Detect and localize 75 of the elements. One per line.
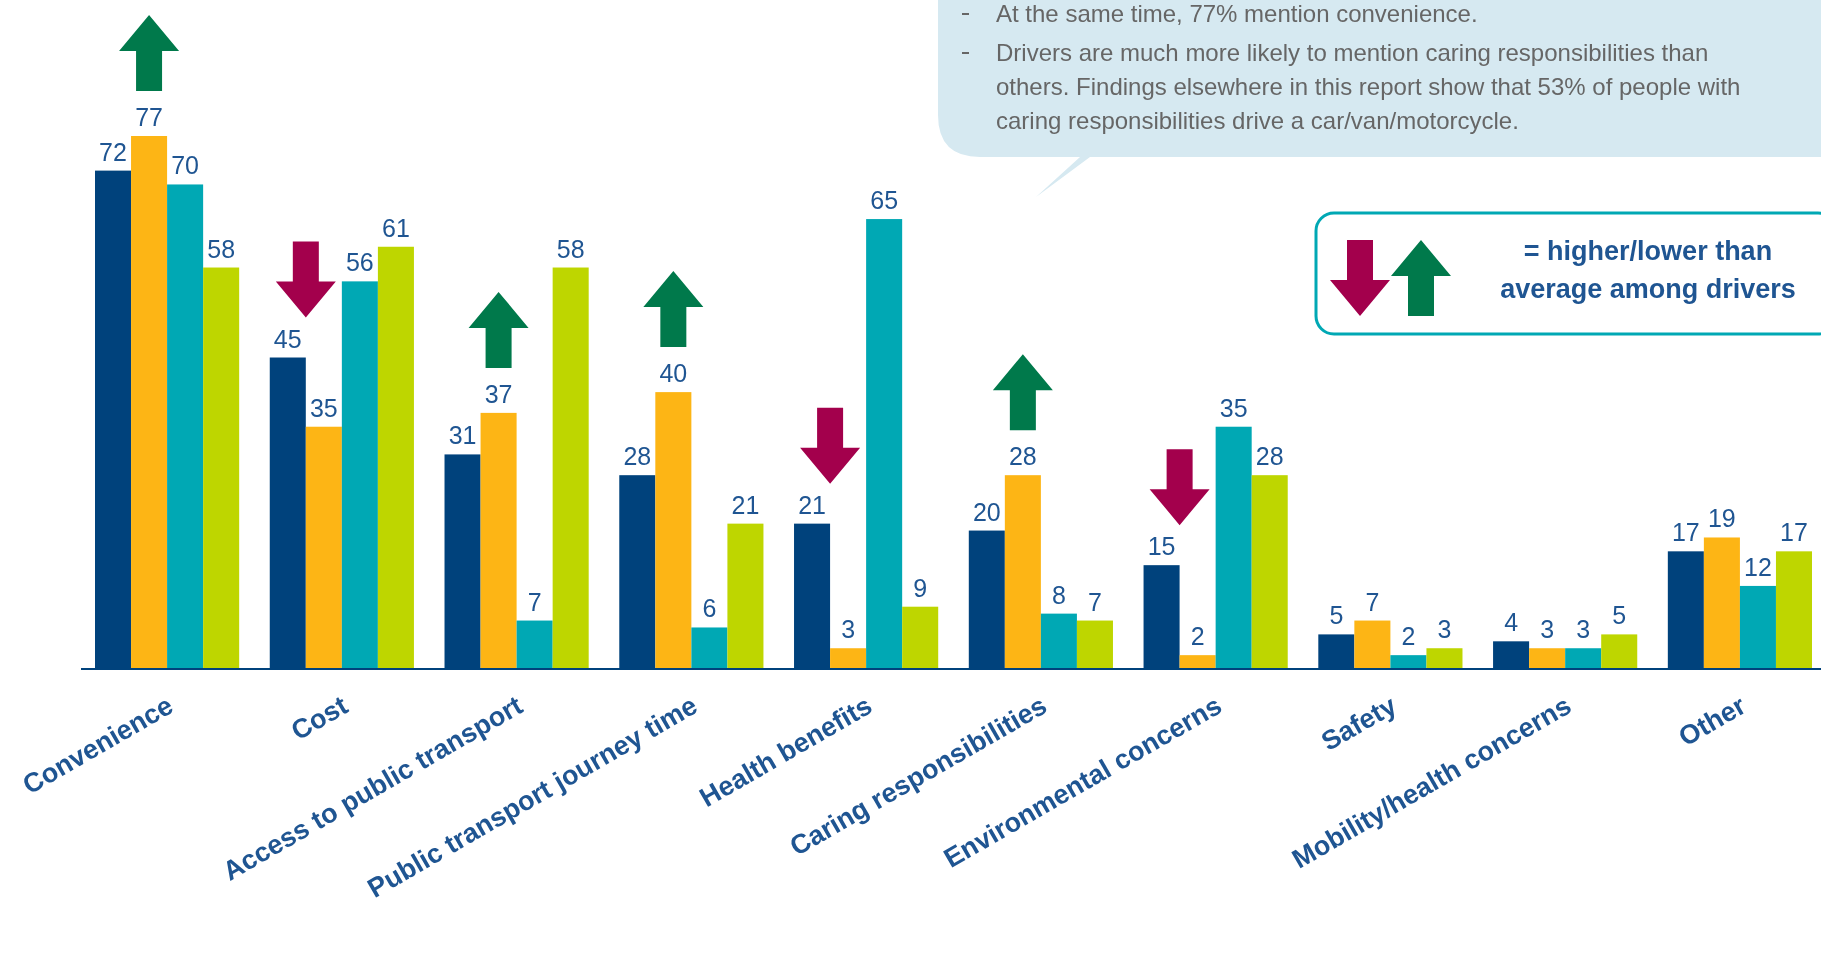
data-label: 45 [273, 324, 302, 353]
data-label: 70 [171, 151, 200, 180]
data-label: 17 [1780, 518, 1808, 547]
bar [830, 648, 867, 669]
data-label: 9 [913, 573, 928, 602]
data-label: 12 [1744, 552, 1772, 581]
bar [1703, 537, 1740, 669]
bar [131, 136, 168, 669]
bar [727, 523, 764, 669]
x-tick-label: Other [1673, 689, 1752, 753]
bar [691, 627, 728, 669]
data-label: 4 [1504, 608, 1519, 637]
data-label: 3 [1437, 615, 1452, 644]
data-label: 72 [99, 137, 127, 166]
data-label: 3 [841, 615, 856, 644]
bar [902, 606, 939, 669]
bar [655, 392, 692, 669]
bar [1251, 475, 1288, 669]
bar [377, 246, 414, 669]
bar [167, 184, 204, 669]
data-label: 3 [1576, 615, 1591, 644]
data-label: 40 [659, 359, 688, 388]
bar [1076, 620, 1113, 669]
data-label: 28 [623, 442, 652, 471]
data-label: 20 [972, 497, 1001, 526]
data-label: 6 [702, 594, 717, 623]
x-tick-label: Cost [285, 690, 353, 747]
data-label: 7 [1087, 587, 1102, 616]
bar [1040, 613, 1077, 669]
bar [1565, 648, 1602, 669]
bar [1215, 426, 1252, 669]
bar [1426, 648, 1463, 669]
data-label: 7 [527, 587, 542, 616]
data-label: 56 [345, 248, 374, 277]
bar [1739, 585, 1776, 669]
text: Drivers are much more likely to mention caring responsibilities than others. Findings elsewhere in this report show that 53% of people with caring responsibilities drive a car/van/motorcycle. [996, 39, 1741, 134]
data-label: 61 [382, 213, 410, 242]
data-label: 21 [731, 490, 760, 519]
bar [552, 267, 589, 669]
text: At the same time, 77% mention convenience. [996, 0, 1478, 27]
data-label: 19 [1707, 504, 1736, 533]
bar [516, 620, 553, 669]
data-label: 28 [1255, 442, 1284, 471]
data-label: 15 [1147, 532, 1176, 561]
data-label: 5 [1612, 601, 1627, 630]
bar [203, 267, 240, 669]
bar [341, 281, 378, 669]
bar [866, 219, 903, 669]
data-label: 17 [1671, 518, 1700, 547]
annotation: = higher/lower than average among drivers [1500, 236, 1796, 304]
data-label: 35 [1219, 393, 1248, 422]
data-label: 35 [309, 393, 338, 422]
bar [1179, 655, 1216, 669]
bar [1601, 634, 1638, 669]
data-label: 5 [1329, 601, 1344, 630]
bar [1390, 655, 1427, 669]
bar [1004, 475, 1041, 669]
bar [305, 426, 342, 669]
data-label: 2 [1190, 622, 1205, 651]
data-label: 31 [448, 421, 477, 450]
bar [1354, 620, 1391, 669]
data-label: 65 [870, 186, 899, 215]
bar [1775, 551, 1812, 669]
data-label: 8 [1051, 580, 1066, 609]
data-label: 58 [207, 234, 236, 263]
data-label: 7 [1365, 587, 1380, 616]
data-label: 58 [556, 234, 585, 263]
data-label: 28 [1008, 442, 1037, 471]
data-label: 77 [135, 103, 163, 131]
data-label: 2 [1401, 622, 1416, 651]
bar [480, 412, 517, 669]
data-label: 37 [484, 379, 513, 408]
bar [1529, 648, 1566, 669]
data-label: 3 [1540, 615, 1555, 644]
data-label: 21 [798, 490, 826, 519]
